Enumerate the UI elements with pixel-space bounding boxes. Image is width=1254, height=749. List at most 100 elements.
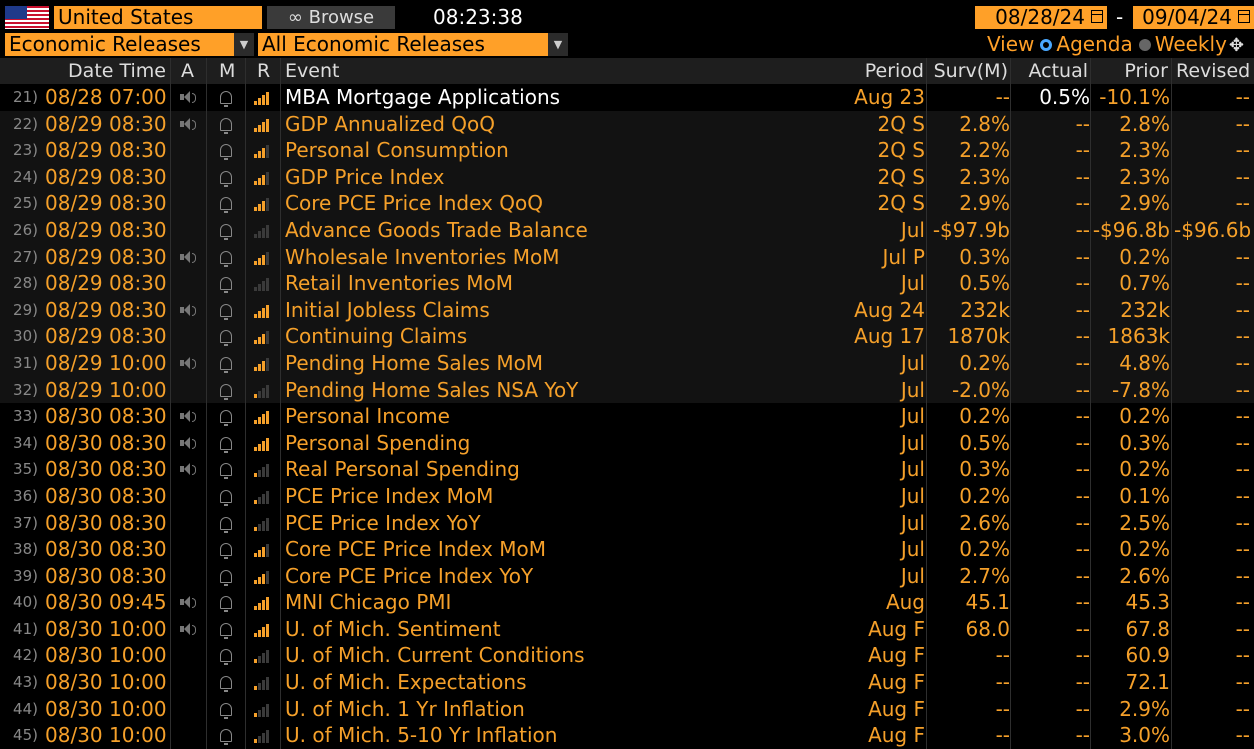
row-number[interactable]: 27) — [13, 247, 38, 266]
row-number[interactable]: 43) — [13, 673, 38, 692]
event-name[interactable]: U. of Mich. Current Conditions — [285, 643, 585, 668]
speaker-icon[interactable] — [180, 250, 196, 264]
monitor-cell[interactable] — [220, 536, 236, 563]
event-name[interactable]: Core PCE Price Index MoM — [285, 537, 546, 562]
row-number[interactable]: 31) — [13, 353, 38, 372]
row-number[interactable]: 41) — [13, 619, 38, 638]
table-row[interactable]: 39) 08/30 08:30 Core PCE Price Index YoY Ju… — [0, 563, 1254, 590]
bell-icon[interactable] — [220, 676, 232, 693]
event-name[interactable]: U. of Mich. Expectations — [285, 670, 527, 695]
bell-icon[interactable] — [220, 356, 232, 373]
monitor-cell[interactable] — [220, 323, 236, 350]
expand-icon[interactable]: ✥ — [1228, 35, 1244, 56]
bell-icon[interactable] — [220, 622, 232, 639]
alert-cell[interactable] — [180, 616, 200, 643]
event-name[interactable]: Wholesale Inventories MoM — [285, 244, 560, 269]
speaker-icon[interactable] — [180, 409, 196, 423]
chevron-down-icon[interactable]: ▼ — [234, 33, 254, 56]
event-name[interactable]: MBA Mortgage Applications — [285, 85, 561, 109]
monitor-cell[interactable] — [220, 403, 236, 430]
row-number[interactable]: 37) — [13, 513, 38, 532]
row-number[interactable]: 34) — [13, 433, 38, 452]
bell-icon[interactable] — [220, 410, 232, 427]
col-revised[interactable]: Revised — [1176, 60, 1251, 82]
speaker-icon[interactable] — [180, 436, 196, 450]
alert-cell[interactable] — [180, 297, 200, 324]
alert-cell[interactable] — [180, 270, 200, 297]
event-name[interactable]: MNI Chicago PMI — [285, 590, 452, 615]
monitor-cell[interactable] — [220, 217, 236, 244]
row-number[interactable]: 22) — [13, 114, 38, 133]
alert-cell[interactable] — [180, 190, 200, 217]
table-row[interactable]: 41) 08/30 10:00 U. of Mich. Sentiment Aug F… — [0, 616, 1254, 643]
event-name[interactable]: Personal Consumption — [285, 138, 509, 163]
row-number[interactable]: 39) — [13, 566, 38, 585]
bell-icon[interactable] — [220, 516, 232, 533]
table-row[interactable]: 26) 08/29 08:30 Advance Goods Trade Balanc… — [0, 216, 1254, 244]
monitor-cell[interactable] — [220, 377, 236, 404]
bell-icon[interactable] — [220, 117, 232, 134]
row-number[interactable]: 35) — [13, 460, 38, 479]
agenda-radio[interactable] — [1040, 38, 1053, 51]
bell-icon[interactable] — [220, 250, 232, 267]
monitor-cell[interactable] — [220, 270, 236, 297]
alert-cell[interactable] — [180, 84, 200, 111]
monitor-cell[interactable] — [220, 244, 236, 271]
monitor-cell[interactable] — [220, 616, 236, 643]
bell-icon[interactable] — [220, 170, 232, 187]
event-name[interactable]: Initial Jobless Claims — [285, 297, 490, 322]
alert-cell[interactable] — [180, 323, 200, 350]
bell-icon[interactable] — [220, 330, 232, 347]
alert-cell[interactable] — [180, 589, 200, 616]
speaker-icon[interactable] — [180, 622, 196, 636]
table-row[interactable]: 27) 08/29 08:30 Wholesale Inventories MoM J… — [0, 243, 1254, 271]
weekly-radio[interactable] — [1138, 38, 1151, 51]
speaker-icon[interactable] — [180, 90, 196, 104]
row-number[interactable]: 36) — [13, 486, 38, 505]
alert-cell[interactable] — [180, 403, 200, 430]
table-row[interactable]: 32) 08/29 10:00 Pending Home Sales NSA YoY… — [0, 376, 1254, 404]
bell-icon[interactable] — [220, 383, 232, 400]
monitor-cell[interactable] — [220, 589, 236, 616]
alert-cell[interactable] — [180, 111, 200, 138]
alert-cell[interactable] — [180, 483, 200, 510]
alert-cell[interactable] — [180, 456, 200, 483]
col-survey[interactable]: Surv(M) — [933, 60, 1008, 82]
event-name[interactable]: Core PCE Price Index QoQ — [285, 191, 543, 216]
monitor-cell[interactable] — [220, 669, 236, 696]
monitor-cell[interactable] — [220, 696, 236, 723]
agenda-label[interactable]: Agenda — [1056, 32, 1133, 56]
bell-icon[interactable] — [220, 303, 232, 320]
event-name[interactable]: Real Personal Spending — [285, 457, 520, 482]
alert-cell[interactable] — [180, 377, 200, 404]
alert-cell[interactable] — [180, 722, 200, 749]
table-row[interactable]: 31) 08/29 10:00 Pending Home Sales MoM Jul 0… — [0, 349, 1254, 377]
table-row[interactable]: 34) 08/30 08:30 Personal Spending Jul 0.5% --… — [0, 430, 1254, 457]
col-relevance[interactable]: R — [257, 60, 271, 82]
event-name[interactable]: GDP Price Index — [285, 164, 445, 189]
bell-icon[interactable] — [220, 702, 232, 719]
event-name[interactable]: Retail Inventories MoM — [285, 271, 513, 296]
calendar-icon[interactable] — [1091, 10, 1103, 23]
alert-cell[interactable] — [180, 642, 200, 669]
bell-icon[interactable] — [220, 489, 232, 506]
table-row[interactable]: 44) 08/30 10:00 U. of Mich. 1 Yr Inflation… — [0, 696, 1254, 723]
monitor-cell[interactable] — [220, 430, 236, 457]
alert-cell[interactable] — [180, 350, 200, 377]
alert-cell[interactable] — [180, 137, 200, 164]
table-row[interactable]: 28) 08/29 08:30 Retail Inventories MoM Jul 0… — [0, 270, 1254, 297]
table-row[interactable]: 40) 08/30 09:45 MNI Chicago PMI Aug 45.1 -- 45… — [0, 589, 1254, 616]
event-name[interactable]: U. of Mich. 1 Yr Inflation — [285, 696, 525, 721]
monitor-cell[interactable] — [220, 642, 236, 669]
table-row[interactable]: 45) 08/30 10:00 U. of Mich. 5-10 Yr Inflat… — [0, 722, 1254, 749]
col-prior[interactable]: Prior — [1124, 60, 1168, 82]
col-period[interactable]: Period — [864, 60, 924, 82]
alert-cell[interactable] — [180, 217, 200, 244]
monitor-cell[interactable] — [220, 164, 236, 191]
speaker-icon[interactable] — [180, 117, 196, 131]
row-number[interactable]: 32) — [13, 380, 38, 399]
event-name[interactable]: U. of Mich. Sentiment — [285, 616, 501, 641]
alert-cell[interactable] — [180, 696, 200, 723]
bell-icon[interactable] — [220, 144, 232, 161]
monitor-cell[interactable] — [220, 350, 236, 377]
